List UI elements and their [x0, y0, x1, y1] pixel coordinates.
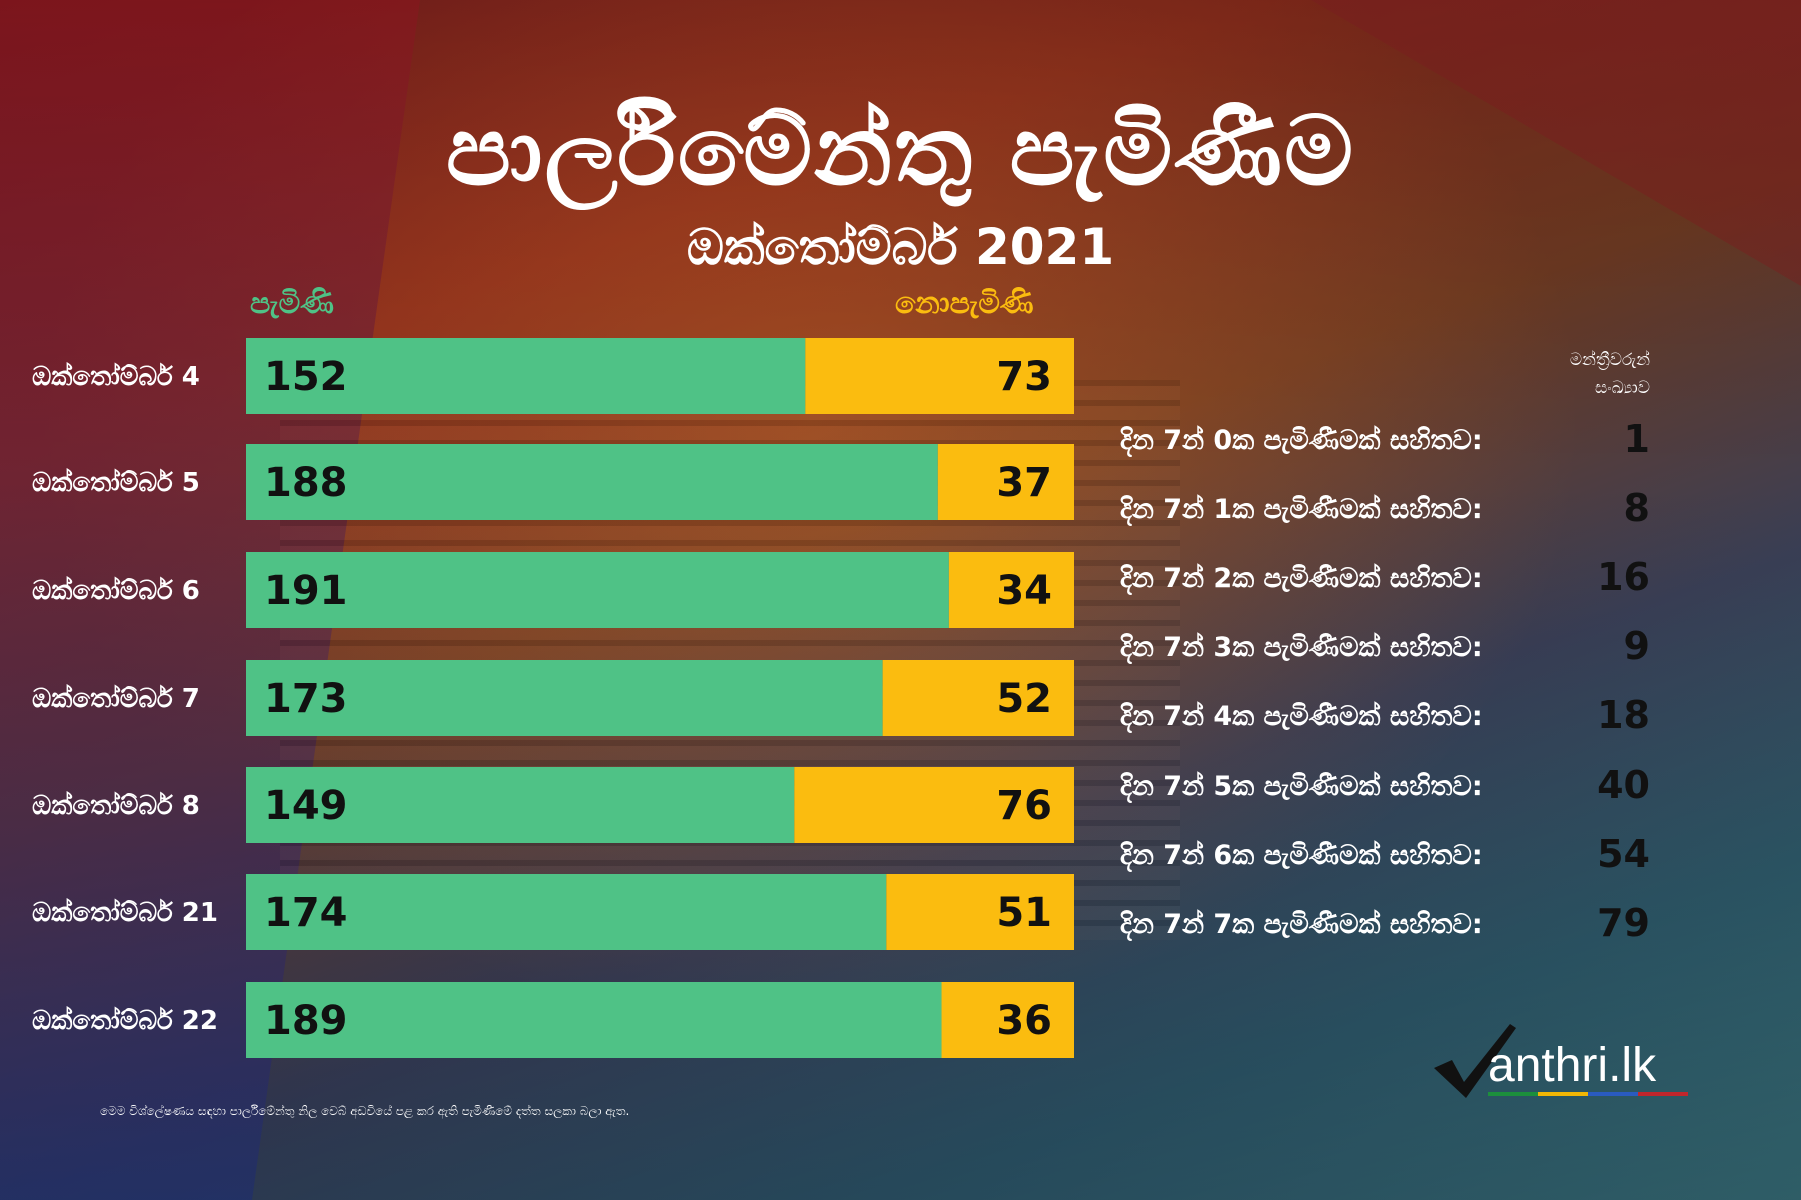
- side-header-line2: සංඛ්‍යාව: [1595, 378, 1650, 398]
- bar-absent: [882, 660, 1074, 736]
- data-label-present: 191: [264, 568, 348, 614]
- bar-absent: [805, 338, 1074, 414]
- attendance-row-value: 8: [1623, 486, 1650, 530]
- attendance-row-value: 1: [1623, 417, 1650, 461]
- bar-present: [246, 982, 942, 1058]
- attendance-row-value: 79: [1597, 901, 1650, 945]
- attendance-row-value: 40: [1597, 763, 1650, 807]
- bar-present: [246, 660, 883, 736]
- attendance-row-label: දින 7න් 4ක පැමිණීමක් සහිතව:: [1120, 701, 1483, 732]
- attendance-row-label: දින 7න් 7ක පැමිණීමක් සහිතව:: [1120, 909, 1483, 940]
- attendance-row-label: දින 7න් 5ක පැමිණීමක් සහිතව:: [1120, 771, 1483, 802]
- attendance-row-label: දින 7න් 2ක පැමිණීමක් සහිතව:: [1120, 563, 1483, 594]
- bar-absent: [886, 874, 1074, 950]
- bar-present: [246, 444, 938, 520]
- legend-present: පැමිණි: [250, 286, 334, 321]
- checkmark-m-icon: [1434, 1024, 1516, 1098]
- category-label: ඔක්තෝම්බර් 22: [32, 1006, 218, 1036]
- category-label: ඔක්තෝම්බර් 5: [32, 468, 200, 498]
- attendance-row-value: 18: [1597, 693, 1650, 737]
- bar-absent: [941, 982, 1074, 1058]
- attendance-row-value: 54: [1597, 832, 1650, 876]
- manthri-logo: anthri.lk: [1430, 1020, 1710, 1100]
- category-label: ඔක්තෝම්බර් 21: [32, 898, 218, 928]
- data-label-present: 149: [264, 783, 348, 829]
- logo-text: anthri.lk: [1488, 1039, 1657, 1092]
- bar-absent: [937, 444, 1074, 520]
- bar-present: [246, 874, 887, 950]
- category-label: ඔක්තෝම්බර් 7: [32, 684, 200, 714]
- category-label: ඔක්තෝම්බර් 6: [32, 576, 200, 606]
- bar-present: [246, 338, 806, 414]
- bar-present: [246, 767, 795, 843]
- bar-absent: [948, 552, 1074, 628]
- attendance-row-label: දින 7න් 1ක පැමිණීමක් සහිතව:: [1120, 494, 1483, 525]
- data-label-present: 152: [264, 354, 348, 400]
- data-label-absent: 51: [996, 890, 1052, 936]
- category-label: ඔක්තෝම්බර් 8: [32, 791, 200, 821]
- side-panel-header: මන්ත්‍රීවරුන් සංඛ්‍යාව: [1520, 346, 1650, 402]
- attendance-row-label: දින 7න් 3ක පැමිණීමක් සහිතව:: [1120, 632, 1483, 663]
- attendance-row-value: 16: [1597, 555, 1650, 599]
- page-subtitle: ඔක්තෝම්බර් 2021: [686, 218, 1115, 276]
- data-label-present: 174: [264, 890, 348, 936]
- data-label-absent: 34: [996, 568, 1052, 614]
- bar-present: [246, 552, 949, 628]
- data-label-absent: 76: [996, 783, 1052, 829]
- data-label-present: 189: [264, 998, 348, 1044]
- data-label-absent: 52: [996, 676, 1052, 722]
- footnote: මෙම විශ්ලේෂණය සඳහා පාර්ලිමේන්තු නිල වෙබ්…: [100, 1104, 630, 1118]
- side-header-line1: මන්ත්‍රීවරුන්: [1569, 350, 1650, 370]
- data-label-absent: 37: [996, 460, 1052, 506]
- category-label: ඔක්තෝම්බර් 4: [32, 362, 200, 392]
- attendance-row-value: 9: [1623, 624, 1650, 668]
- data-label-present: 188: [264, 460, 348, 506]
- logo-underline: [1488, 1092, 1688, 1096]
- data-label-absent: 73: [996, 354, 1052, 400]
- data-label-present: 173: [264, 676, 348, 722]
- data-label-absent: 36: [996, 998, 1052, 1044]
- page-title: පාර්ලිමේන්තු පැමිණීම: [445, 95, 1356, 207]
- bar-absent: [794, 767, 1074, 843]
- legend-absent: නොපැමිණි: [895, 286, 1034, 321]
- attendance-row-label: දින 7න් 6ක පැමිණීමක් සහිතව:: [1120, 840, 1483, 871]
- attendance-row-label: දින 7න් 0ක පැමිණීමක් සහිතව:: [1120, 425, 1483, 456]
